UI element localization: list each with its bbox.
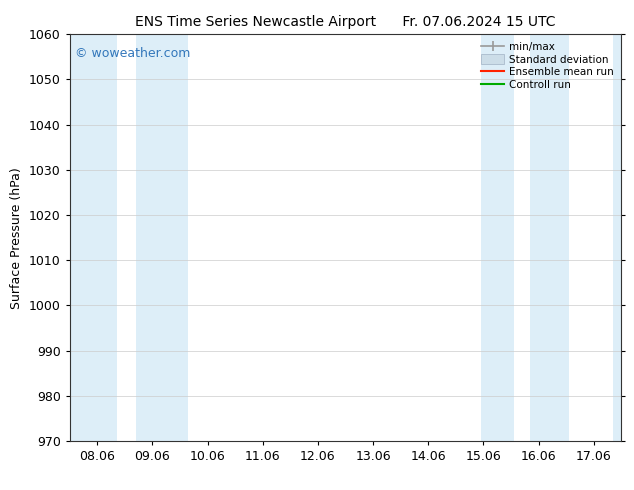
Y-axis label: Surface Pressure (hPa): Surface Pressure (hPa) <box>10 167 23 309</box>
Title: ENS Time Series Newcastle Airport      Fr. 07.06.2024 15 UTC: ENS Time Series Newcastle Airport Fr. 07… <box>135 15 556 29</box>
Text: © woweather.com: © woweather.com <box>75 47 191 59</box>
Legend: min/max, Standard deviation, Ensemble mean run, Controll run: min/max, Standard deviation, Ensemble me… <box>479 40 616 93</box>
Bar <box>481 34 514 441</box>
Bar <box>613 34 621 441</box>
Bar <box>136 34 188 441</box>
Bar <box>70 34 117 441</box>
Bar <box>530 34 569 441</box>
